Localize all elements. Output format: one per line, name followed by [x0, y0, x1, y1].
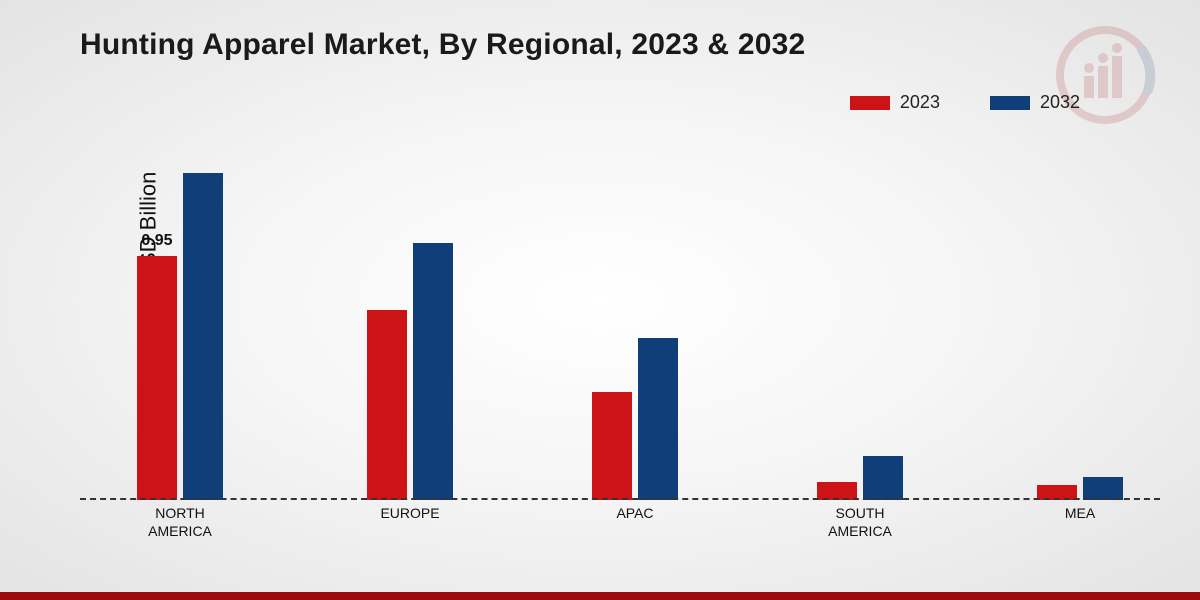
- x-label-na: NORTH AMERICA: [148, 505, 212, 540]
- x-label-mea: MEA: [1065, 505, 1095, 523]
- chart-title: Hunting Apparel Market, By Regional, 202…: [80, 28, 805, 62]
- plot-area: 0.95: [80, 140, 1160, 500]
- bar-group-ap: [592, 338, 678, 500]
- legend-item-2023: 2023: [850, 92, 940, 113]
- legend: 2023 2032: [850, 92, 1080, 113]
- legend-swatch-2023: [850, 96, 890, 110]
- bar-eu-2023: [367, 310, 407, 500]
- bar-value-label: 0.95: [141, 232, 172, 250]
- x-label-sa: SOUTH AMERICA: [828, 505, 892, 540]
- bar-na-2023: 0.95: [137, 256, 177, 500]
- legend-label-2023: 2023: [900, 92, 940, 113]
- x-label-eu: EUROPE: [380, 505, 439, 523]
- bar-mea-2032: [1083, 477, 1123, 500]
- bar-group-na: 0.95: [137, 173, 223, 500]
- bar-na-2032: [183, 173, 223, 500]
- legend-swatch-2032: [990, 96, 1030, 110]
- x-axis-line: [80, 498, 1160, 500]
- bar-ap-2023: [592, 392, 632, 500]
- bar-ap-2032: [638, 338, 678, 500]
- watermark-logo-icon: [1050, 20, 1160, 130]
- footer-bar: [0, 592, 1200, 600]
- bar-sa-2032: [863, 456, 903, 500]
- legend-item-2032: 2032: [990, 92, 1080, 113]
- x-axis-labels: NORTH AMERICA EUROPE APAC SOUTH AMERICA MEA: [80, 505, 1160, 565]
- bar-group-sa: [817, 456, 903, 500]
- bar-eu-2032: [413, 243, 453, 500]
- bar-group-eu: [367, 243, 453, 500]
- x-label-ap: APAC: [616, 505, 653, 523]
- bar-group-mea: [1037, 477, 1123, 500]
- legend-label-2032: 2032: [1040, 92, 1080, 113]
